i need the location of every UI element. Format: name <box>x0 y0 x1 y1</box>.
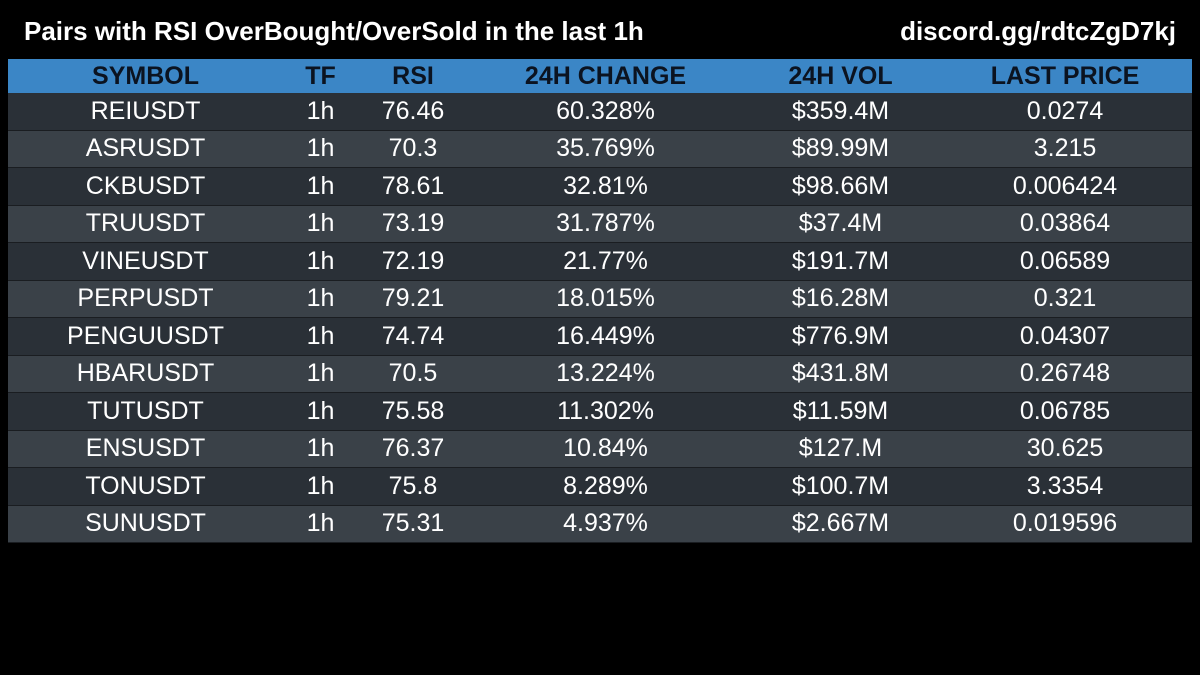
symbol-cell: ASRUSDT <box>8 130 283 168</box>
price-cell: 0.06589 <box>938 242 1192 281</box>
change-cell: 8.289% <box>468 467 743 506</box>
table-row: REIUSDT 1h 76.46 60.328% $359.4M 0.0274 <box>8 93 1192 131</box>
volume-cell: $776.9M <box>743 317 938 356</box>
change-cell: 35.769% <box>468 130 743 168</box>
symbol-cell: TONUSDT <box>8 467 283 506</box>
change-cell: 13.224% <box>468 355 743 393</box>
table-row: VINEUSDT 1h 72.19 21.77% $191.7M 0.06589 <box>8 242 1192 281</box>
price-cell: 0.04307 <box>938 317 1192 356</box>
symbol-cell: REIUSDT <box>8 93 283 131</box>
change-cell: 60.328% <box>468 93 743 131</box>
tf-cell: 1h <box>283 355 358 393</box>
tf-cell: 1h <box>283 392 358 431</box>
change-cell: 4.937% <box>468 505 743 543</box>
tf-cell: 1h <box>283 467 358 506</box>
rsi-cell: 75.58 <box>358 392 468 431</box>
table-row: PENGUUSDT 1h 74.74 16.449% $776.9M 0.04307 <box>8 317 1192 356</box>
symbol-cell: CKBUSDT <box>8 167 283 206</box>
rsi-cell: 75.31 <box>358 505 468 543</box>
rsi-cell: 70.5 <box>358 355 468 393</box>
rsi-cell: 76.37 <box>358 430 468 468</box>
volume-cell: $100.7M <box>743 467 938 506</box>
symbol-cell: PERPUSDT <box>8 280 283 318</box>
price-cell: 3.215 <box>938 130 1192 168</box>
tf-cell: 1h <box>283 430 358 468</box>
volume-cell: $359.4M <box>743 93 938 131</box>
volume-cell: $16.28M <box>743 280 938 318</box>
tf-cell: 1h <box>283 317 358 356</box>
tf-cell: 1h <box>283 280 358 318</box>
rsi-cell: 74.74 <box>358 317 468 356</box>
volume-cell: $2.667M <box>743 505 938 543</box>
change-cell: 11.302% <box>468 392 743 431</box>
rsi-cell: 79.21 <box>358 280 468 318</box>
table-row: ASRUSDT 1h 70.3 35.769% $89.99M 3.215 <box>8 130 1192 168</box>
rsi-table: SYMBOL TF RSI 24H CHANGE 24H VOL LAST PR… <box>8 59 1192 543</box>
table-row: PERPUSDT 1h 79.21 18.015% $16.28M 0.321 <box>8 280 1192 318</box>
volume-cell: $431.8M <box>743 355 938 393</box>
change-cell: 18.015% <box>468 280 743 318</box>
price-cell: 0.06785 <box>938 392 1192 431</box>
price-cell: 0.0274 <box>938 93 1192 131</box>
rsi-cell: 72.19 <box>358 242 468 281</box>
price-cell: 0.006424 <box>938 167 1192 206</box>
symbol-cell: SUNUSDT <box>8 505 283 543</box>
symbol-cell: PENGUUSDT <box>8 317 283 356</box>
tf-cell: 1h <box>283 205 358 243</box>
symbol-cell: TRUUSDT <box>8 205 283 243</box>
rsi-cell: 78.61 <box>358 167 468 206</box>
volume-cell: $98.66M <box>743 167 938 206</box>
volume-cell: $37.4M <box>743 205 938 243</box>
page-title: Pairs with RSI OverBought/OverSold in th… <box>24 16 644 46</box>
symbol-cell: VINEUSDT <box>8 242 283 281</box>
change-cell: 32.81% <box>468 167 743 206</box>
rsi-cell: 70.3 <box>358 130 468 168</box>
change-cell: 21.77% <box>468 242 743 281</box>
table-row: CKBUSDT 1h 78.61 32.81% $98.66M 0.006424 <box>8 167 1192 206</box>
table-row: HBARUSDT 1h 70.5 13.224% $431.8M 0.26748 <box>8 355 1192 393</box>
symbol-cell: HBARUSDT <box>8 355 283 393</box>
column-header-last-price: LAST PRICE <box>938 59 1192 93</box>
price-cell: 3.3354 <box>938 467 1192 506</box>
column-header-24h-vol: 24H VOL <box>743 59 938 93</box>
symbol-cell: TUTUSDT <box>8 392 283 431</box>
column-header-24h-change: 24H CHANGE <box>468 59 743 93</box>
rsi-cell: 73.19 <box>358 205 468 243</box>
change-cell: 10.84% <box>468 430 743 468</box>
tf-cell: 1h <box>283 130 358 168</box>
table-row: TRUUSDT 1h 73.19 31.787% $37.4M 0.03864 <box>8 205 1192 243</box>
rsi-cell: 75.8 <box>358 467 468 506</box>
rsi-cell: 76.46 <box>358 93 468 131</box>
price-cell: 0.03864 <box>938 205 1192 243</box>
tf-cell: 1h <box>283 93 358 131</box>
table-row: SUNUSDT 1h 75.31 4.937% $2.667M 0.019596 <box>8 505 1192 543</box>
column-header-symbol: SYMBOL <box>8 59 283 93</box>
symbol-cell: ENSUSDT <box>8 430 283 468</box>
volume-cell: $89.99M <box>743 130 938 168</box>
table-row: ENSUSDT 1h 76.37 10.84% $127.M 30.625 <box>8 430 1192 468</box>
column-header-tf: TF <box>283 59 358 93</box>
discord-link[interactable]: discord.gg/rdtcZgD7kj <box>900 16 1176 46</box>
tf-cell: 1h <box>283 505 358 543</box>
price-cell: 0.019596 <box>938 505 1192 543</box>
table-body: REIUSDT 1h 76.46 60.328% $359.4M 0.0274 ASRUSD… <box>8 93 1192 543</box>
price-cell: 30.625 <box>938 430 1192 468</box>
table-row: TUTUSDT 1h 75.58 11.302% $11.59M 0.06785 <box>8 392 1192 431</box>
column-header-rsi: RSI <box>358 59 468 93</box>
price-cell: 0.26748 <box>938 355 1192 393</box>
tf-cell: 1h <box>283 167 358 206</box>
price-cell: 0.321 <box>938 280 1192 318</box>
table-row: TONUSDT 1h 75.8 8.289% $100.7M 3.3354 <box>8 467 1192 506</box>
table-header-row: SYMBOL TF RSI 24H CHANGE 24H VOL LAST PR… <box>8 59 1192 93</box>
change-cell: 16.449% <box>468 317 743 356</box>
volume-cell: $127.M <box>743 430 938 468</box>
volume-cell: $11.59M <box>743 392 938 431</box>
change-cell: 31.787% <box>468 205 743 243</box>
tf-cell: 1h <box>283 242 358 281</box>
volume-cell: $191.7M <box>743 242 938 281</box>
